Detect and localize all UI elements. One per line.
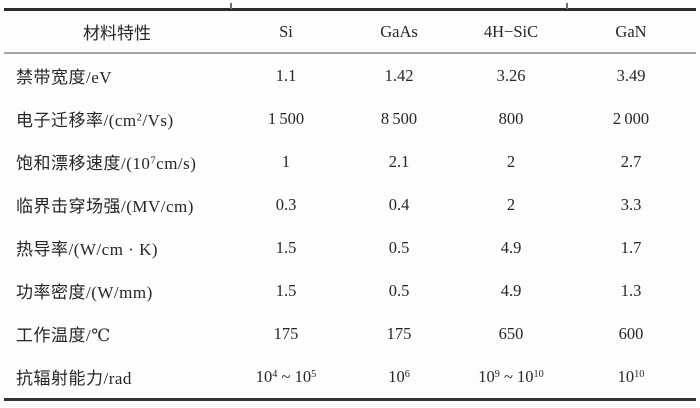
cell-value: 4.9	[500, 280, 522, 300]
cell-value: 104 ~ 105	[255, 366, 317, 386]
cell-value: 109 ~ 1010	[478, 366, 544, 386]
cell-value: 3.49	[616, 65, 646, 85]
cell-value: 600	[618, 323, 644, 343]
cell-value: 1.5	[275, 237, 297, 257]
row-label: 抗辐射能力/rad	[16, 369, 132, 388]
column-boundary-tick	[566, 3, 568, 9]
cell-value: 106	[388, 366, 410, 386]
row-label: 临界击穿场强/(MV/cm)	[16, 197, 194, 216]
cell-value: 1 500	[267, 108, 305, 128]
cell-value: 2	[506, 151, 516, 171]
row-label: 工作温度/℃	[16, 326, 111, 345]
cell-value: 2	[506, 194, 516, 214]
cell-value: 1	[281, 151, 291, 171]
row-label: 禁带宽度/eV	[16, 68, 113, 87]
cell-value: 2.1	[388, 151, 410, 171]
cell-value: 1.3	[620, 280, 642, 300]
header-gaas: GaAs	[342, 11, 456, 54]
cell-value: 0.4	[388, 194, 410, 214]
table-row: 抗辐射能力/rad 104 ~ 105 106 109 ~ 1010 1010	[4, 355, 696, 398]
header-row: 材料特性 Si GaAs 4H−SiC GaN	[4, 11, 696, 54]
header-4h-sic: 4H−SiC	[456, 11, 566, 54]
cell-value: 0.3	[275, 194, 297, 214]
cell-value: 3.3	[620, 194, 642, 214]
column-boundary-tick	[230, 3, 232, 9]
table-row: 热导率/(W/cm · K) 1.5 0.5 4.9 1.7	[4, 226, 696, 269]
row-label: 电子迁移率/(cm2/Vs)	[16, 111, 174, 130]
materials-table: 材料特性 Si GaAs 4H−SiC GaN 禁带宽度/eV 1.1 1.42…	[4, 3, 696, 401]
cell-value: 650	[498, 323, 524, 343]
cell-value: 1.7	[620, 237, 642, 257]
header-si: Si	[230, 11, 342, 54]
table-row: 电子迁移率/(cm2/Vs) 1 500 8 500 800 2 000	[4, 97, 696, 140]
header-material-property: 材料特性	[4, 11, 230, 54]
row-label: 饱和漂移速度/(107cm/s)	[16, 154, 197, 173]
header-gan: GaN	[566, 11, 696, 54]
cell-value: 2.7	[620, 151, 642, 171]
cell-value: 8 500	[380, 108, 418, 128]
cell-value: 175	[386, 323, 412, 343]
cell-value: 1.5	[275, 280, 297, 300]
cell-value: 0.5	[388, 280, 410, 300]
table-row: 工作温度/℃ 175 175 650 600	[4, 312, 696, 355]
table-row: 饱和漂移速度/(107cm/s) 1 2.1 2 2.7	[4, 140, 696, 183]
row-label: 功率密度/(W/mm)	[16, 283, 153, 302]
cell-value: 1.1	[275, 65, 297, 85]
table-row: 临界击穿场强/(MV/cm) 0.3 0.4 2 3.3	[4, 183, 696, 226]
cell-value: 4.9	[500, 237, 522, 257]
cell-value: 800	[498, 108, 524, 128]
cell-value: 175	[273, 323, 299, 343]
row-label: 热导率/(W/cm · K)	[16, 240, 159, 259]
table-row: 禁带宽度/eV 1.1 1.42 3.26 3.49	[4, 53, 696, 97]
cell-value: 2 000	[612, 108, 650, 128]
table-row: 功率密度/(W/mm) 1.5 0.5 4.9 1.3	[4, 269, 696, 312]
cell-value: 1.42	[384, 65, 414, 85]
cell-value: 1010	[617, 366, 645, 386]
cell-value: 0.5	[388, 237, 410, 257]
cell-value: 3.26	[496, 65, 526, 85]
properties-table: 材料特性 Si GaAs 4H−SiC GaN 禁带宽度/eV 1.1 1.42…	[4, 11, 696, 398]
